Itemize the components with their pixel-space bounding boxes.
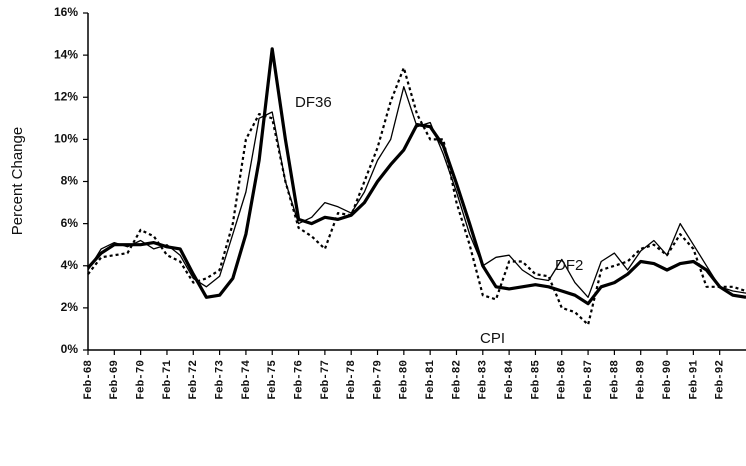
x-tick-label: Feb-92: [715, 360, 727, 400]
x-tick-label: Feb-85: [530, 360, 542, 400]
x-tick-label: Feb-71: [162, 360, 174, 400]
y-tick-label: 2%: [61, 300, 79, 314]
series-line: [87, 66, 746, 326]
x-tick-label: Feb-68: [83, 360, 95, 400]
x-tick-label: Feb-89: [636, 360, 648, 400]
x-tick-label: Feb-88: [609, 360, 621, 400]
x-tick-label: Feb-75: [267, 360, 279, 400]
y-tick-label: 6%: [61, 216, 79, 230]
y-tick-label: 4%: [61, 258, 79, 272]
series-line: [87, 86, 746, 298]
series-label: DF2: [555, 257, 583, 274]
y-tick-label: 12%: [54, 89, 78, 103]
y-tick-label: 0%: [61, 342, 79, 356]
x-tick-label: Feb-90: [662, 360, 674, 400]
y-tick-label: 8%: [61, 174, 79, 188]
y-axis-label: Percent Change: [9, 127, 26, 235]
x-tick-label: Feb-73: [215, 360, 227, 400]
x-tick-label: Feb-69: [109, 360, 121, 400]
x-tick-label: Feb-87: [583, 360, 595, 400]
y-tick-label: 14%: [54, 47, 78, 61]
x-tick-label: Feb-82: [451, 360, 463, 400]
x-tick-label: Feb-91: [688, 360, 700, 400]
x-tick-label: Feb-83: [478, 360, 490, 400]
x-tick-label: Feb-81: [425, 360, 437, 400]
x-tick-label: Feb-72: [188, 360, 200, 400]
x-tick-label: Feb-78: [346, 360, 358, 400]
series-label: DF36: [295, 94, 332, 111]
x-tick-label: Feb-77: [320, 360, 332, 400]
x-tick-label: Feb-80: [399, 360, 411, 400]
x-tick-label: Feb-74: [241, 360, 253, 400]
series-label: CPI: [480, 330, 505, 347]
y-tick-label: 10%: [54, 132, 78, 146]
x-tick-label: Feb-79: [372, 360, 384, 400]
x-tick-label: Feb-76: [293, 360, 305, 400]
x-tick-label: Feb-86: [557, 360, 569, 400]
x-tick-label: Feb-84: [504, 360, 516, 400]
series-line: [86, 47, 746, 306]
y-tick-label: 16%: [54, 5, 78, 19]
x-tick-label: Feb-70: [136, 360, 148, 400]
